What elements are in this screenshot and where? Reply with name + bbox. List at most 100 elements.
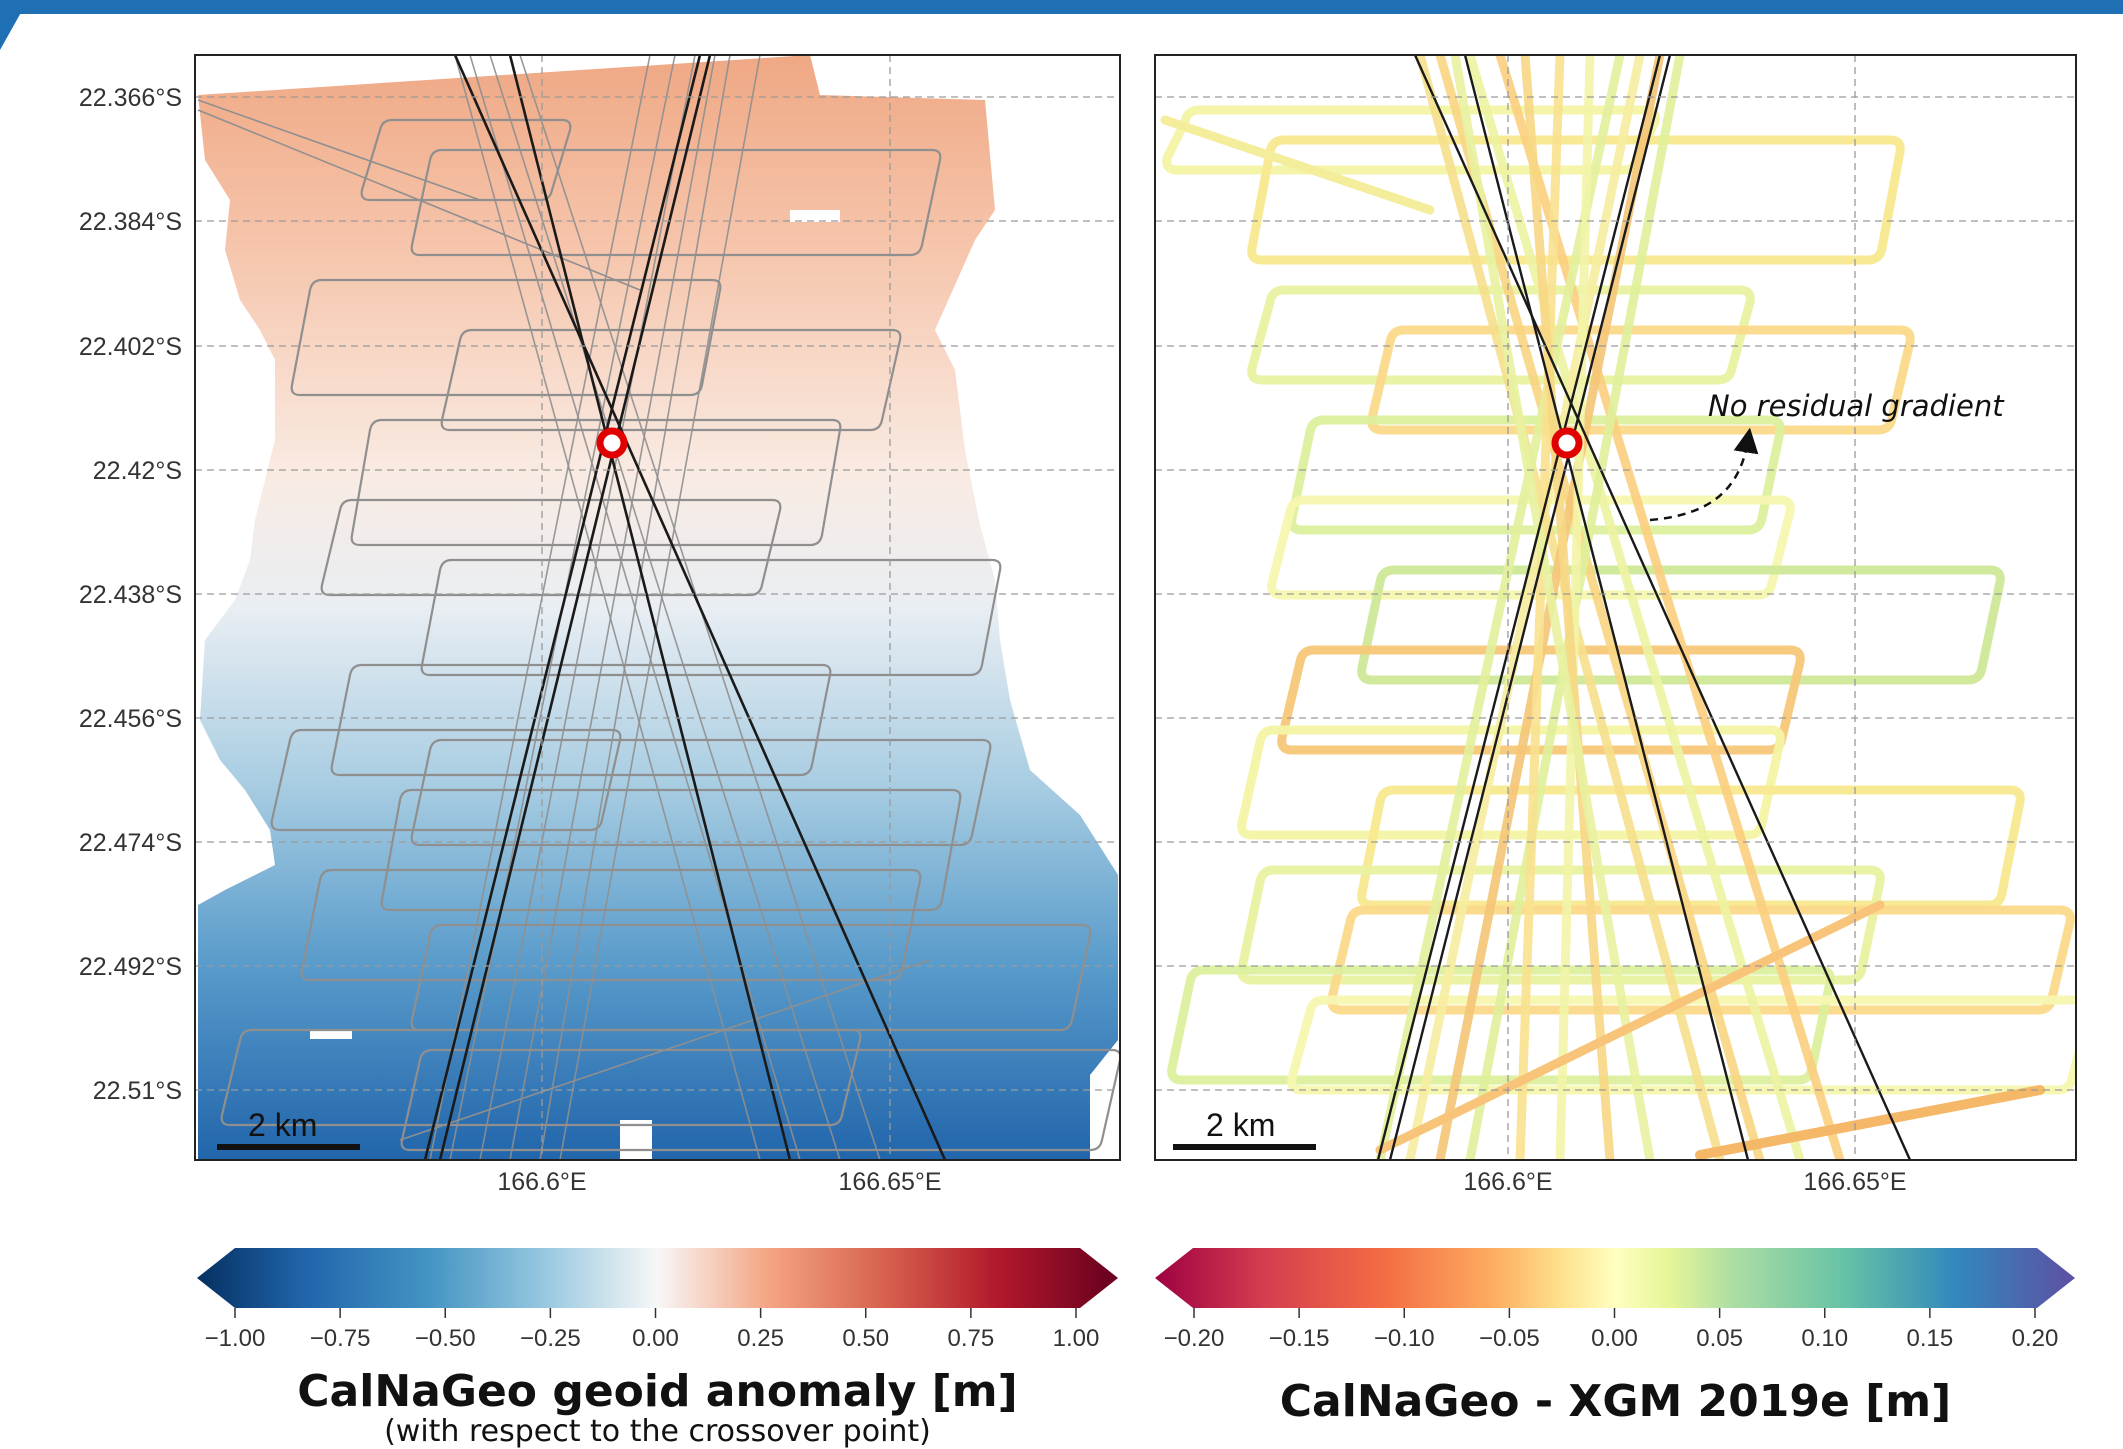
x-tick-label: 166.65°E — [838, 1168, 941, 1196]
y-tick-label: 22.492°S — [79, 953, 182, 981]
chart-subtitle-left: (with respect to the crossover point) — [384, 1414, 931, 1449]
residual-track-loop — [1167, 965, 1835, 1085]
colorbar-tick-label: −0.75 — [310, 1325, 371, 1352]
reference-tracks — [423, 55, 947, 1160]
grid-lines — [1155, 55, 2076, 1160]
colorbar-right-strip — [1155, 1248, 2075, 1308]
residual-track-loop — [1327, 905, 2075, 1015]
left-map-panel: 22.366°S 22.384°S 22.402°S 22.42°S 22.438°S 2… — [79, 54, 1121, 1196]
survey-track-loop — [440, 328, 902, 432]
residual-track-line — [1515, 55, 1565, 1160]
x-tick-label: 166.6°E — [497, 1168, 586, 1196]
colorbar-tick-label: 0.25 — [737, 1325, 784, 1352]
chart-title-right: CalNaGeo - XGM 2019e [m] — [1279, 1376, 1952, 1427]
residual-track-line — [1375, 55, 1625, 1160]
residual-track-loop — [1247, 285, 1755, 385]
colorbar-left-ticks: −1.00 −0.75 −0.50 −0.25 0.00 0.25 0.50 0.75 1.00 — [205, 1308, 1100, 1352]
y-tick-label: 22.474°S — [79, 829, 182, 857]
residual-track-line — [1435, 55, 1765, 1160]
colorbar-left: −1.00 −0.75 −0.50 −0.25 0.00 0.25 0.50 0.75 1.00 — [197, 1248, 1118, 1352]
scale-bar-line — [1173, 1144, 1316, 1150]
x-tick-labels: 166.6°E 166.65°E — [1463, 1168, 1906, 1196]
grid-lines — [195, 55, 1120, 1160]
survey-track-line — [559, 55, 761, 1160]
survey-track-loop — [320, 498, 782, 597]
reference-track-line — [438, 55, 712, 1160]
scale-bar-label: 2 km — [1206, 1107, 1275, 1143]
residual-track-loop — [1237, 725, 1785, 840]
y-tick-label: 22.456°S — [79, 705, 182, 733]
colorbar-tick-label: −0.15 — [1269, 1325, 1330, 1352]
residual-track-line — [1555, 55, 1595, 1160]
crossover-marker — [596, 427, 628, 459]
survey-track-loop — [270, 728, 622, 832]
survey-track-loop — [410, 923, 1092, 1032]
colorbar-tick-label: 0.05 — [1696, 1325, 1743, 1352]
colorbar-tick-label: −0.10 — [1374, 1325, 1435, 1352]
map-frame — [194, 54, 1121, 1161]
survey-track-line — [197, 109, 641, 291]
reference-tracks — [1376, 55, 1912, 1160]
survey-track-line — [509, 55, 716, 1160]
colorbar-right-ticks: −0.20 −0.15 −0.10 −0.05 0.00 0.05 0.10 0.15 0.20 — [1164, 1308, 2058, 1352]
nodata-patch — [310, 1030, 352, 1039]
reference-track-line — [1463, 55, 1750, 1160]
residual-track-line — [1375, 900, 1885, 1155]
survey-track-line — [197, 99, 481, 201]
nodata-patch — [620, 1120, 652, 1160]
nodata-patch — [790, 210, 840, 222]
survey-track-loop — [330, 663, 832, 777]
survey-track-loop — [380, 788, 962, 912]
colorbar-tick-label: 1.00 — [1053, 1325, 1100, 1352]
residual-track-line — [1450, 55, 1655, 1160]
y-tick-label: 22.42°S — [93, 457, 182, 485]
colorbar-tick-label: −0.20 — [1164, 1325, 1225, 1352]
reference-track-line — [1376, 55, 1662, 1160]
residual-track-line — [1160, 115, 1435, 215]
colorbar-left-strip — [197, 1248, 1118, 1308]
residual-track-loop — [1277, 645, 1805, 755]
residual-track-loop — [1247, 135, 1905, 265]
survey-track-line — [429, 55, 651, 1160]
survey-track-line — [479, 55, 696, 1160]
chart-title-left: CalNaGeo geoid anomaly [m] — [297, 1366, 1018, 1417]
y-tick-label: 22.384°S — [79, 208, 182, 236]
colorbar-tick-label: −0.50 — [415, 1325, 476, 1352]
y-tick-label: 22.402°S — [79, 333, 182, 361]
scale-bar-label: 2 km — [248, 1107, 317, 1143]
residual-track-loop — [1237, 865, 1885, 985]
annotation-arrow — [1649, 427, 1759, 522]
survey-track-loop — [420, 558, 1002, 677]
crossover-marker — [1551, 427, 1583, 459]
colorbar-right: −0.20 −0.15 −0.10 −0.05 0.00 0.05 0.10 0.15 0.20 — [1155, 1248, 2075, 1352]
residual-track-loop — [1357, 565, 2005, 685]
residual-track-loop — [1367, 325, 1915, 435]
header-bar — [0, 0, 2123, 14]
y-tick-labels: 22.366°S 22.384°S 22.402°S 22.42°S 22.438°S 2… — [79, 84, 182, 1105]
residual-track-line — [1520, 55, 1615, 1160]
reference-track-line — [1413, 55, 1912, 1160]
colorbar-tick-label: 0.00 — [1591, 1325, 1638, 1352]
annotation-no-residual-gradient: No residual gradient — [1708, 389, 2005, 423]
scale-bar: 2 km — [217, 1107, 360, 1150]
colorbar-tick-label: 0.00 — [632, 1325, 679, 1352]
header-corner — [0, 0, 28, 50]
scale-bar: 2 km — [1173, 1107, 1316, 1150]
colorbar-tick-label: −0.25 — [520, 1325, 581, 1352]
colorbar-tick-label: 0.15 — [1907, 1325, 1954, 1352]
residual-track-line — [1695, 1085, 2045, 1160]
survey-track-loop — [360, 118, 572, 202]
geoid-anomaly-field — [198, 55, 1118, 1160]
survey-track-loop — [350, 418, 842, 547]
survey-track-loop — [220, 1028, 862, 1127]
reference-track-line — [508, 55, 792, 1160]
y-tick-label: 22.51°S — [93, 1077, 182, 1105]
colorbar-tick-label: 0.10 — [1801, 1325, 1848, 1352]
colorbar-tick-label: −1.00 — [205, 1325, 266, 1352]
survey-track-loop — [410, 738, 992, 847]
y-tick-label: 22.438°S — [79, 581, 182, 609]
x-tick-labels: 166.6°E 166.65°E — [497, 1168, 941, 1196]
residual-track-line — [1405, 55, 1645, 1160]
residual-track-loop — [1357, 785, 2025, 910]
x-tick-label: 166.65°E — [1803, 1168, 1906, 1196]
